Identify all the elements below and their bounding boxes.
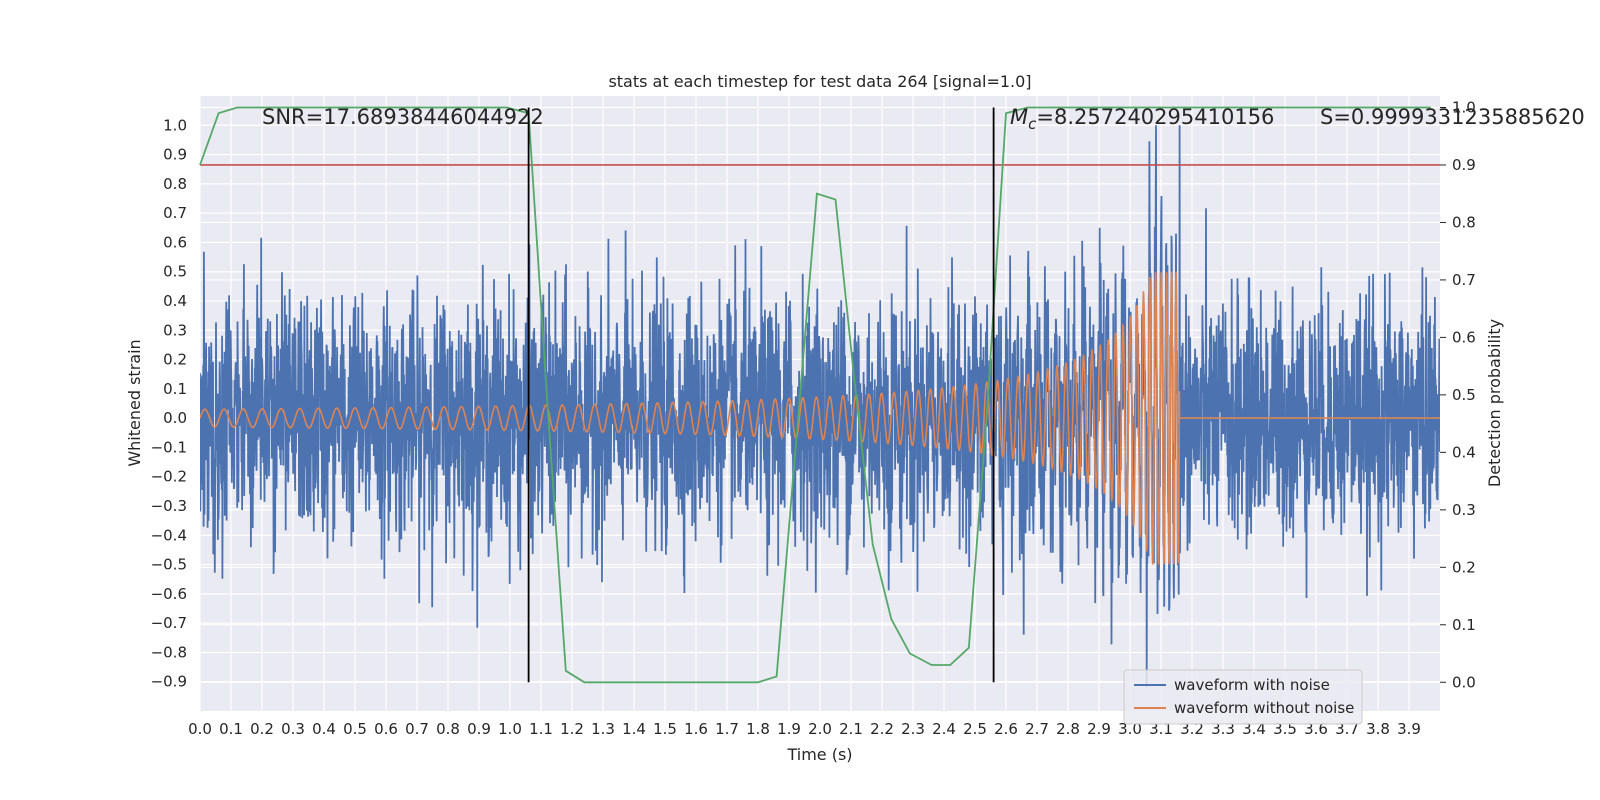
x-tick-label: 0.0	[188, 720, 212, 738]
y2-axis-label: Detection probability	[1485, 319, 1504, 487]
y-tick-label: 0.3	[163, 321, 187, 339]
y-tick-label: 1.0	[163, 116, 187, 134]
x-tick-label: 2.2	[870, 720, 894, 738]
y-tick-label: 0.7	[163, 204, 187, 222]
y-tick-label: −0.3	[151, 497, 187, 515]
x-tick-label: 1.4	[622, 720, 646, 738]
y2-tick-label: 0.5	[1452, 386, 1476, 404]
y-tick-label: −0.5	[151, 556, 187, 574]
y2-tick-label: 0.7	[1452, 271, 1476, 289]
chart-title: stats at each timestep for test data 264…	[608, 72, 1031, 91]
x-tick-label: 2.7	[1025, 720, 1049, 738]
y2-tick-label: 0.8	[1452, 213, 1476, 231]
y-axis-ticks: 1.0 0.9 0.8 0.7 0.6 0.5 0.4 0.3 0.2 0.1 0.0 −0.1 −0.…	[151, 116, 187, 690]
y-tick-label: −0.1	[151, 438, 187, 456]
y2-tick-label: 0.4	[1452, 443, 1476, 461]
x-tick-label: 1.5	[653, 720, 677, 738]
y2-tick-label: 1.0	[1452, 98, 1476, 116]
y-axis-label: Whitened strain	[125, 339, 144, 466]
x-tick-label: 0.6	[374, 720, 398, 738]
y-tick-label: 0.2	[163, 351, 187, 369]
x-tick-label: 0.4	[312, 720, 336, 738]
chirp-mass-subscript: c	[1028, 115, 1037, 133]
chirp-mass-annotation: Mc=8.257240295410156	[1010, 105, 1274, 133]
y-tick-label: −0.7	[151, 614, 187, 632]
y-tick-label: −0.9	[151, 673, 187, 691]
y-tick-label: 0.5	[163, 263, 187, 281]
clean-waveform-line	[200, 271, 1440, 565]
y2-axis-ticks: 1.0 0.9 0.8 0.7 0.6 0.5 0.4 0.3 0.2 0.1 0.0	[1440, 98, 1476, 691]
x-tick-label: 1.8	[746, 720, 770, 738]
x-tick-label: 2.8	[1056, 720, 1080, 738]
x-tick-label: 1.7	[715, 720, 739, 738]
x-tick-label: 1.9	[777, 720, 801, 738]
legend-label-clean: waveform without noise	[1174, 699, 1354, 717]
x-tick-label: 3.9	[1397, 720, 1421, 738]
y-tick-label: 0.9	[163, 146, 187, 164]
x-tick-label: 1.0	[498, 720, 522, 738]
y2-tick-label: 0.0	[1452, 673, 1476, 691]
vertical-markers	[527, 107, 995, 683]
x-tick-label: 2.6	[994, 720, 1018, 738]
y-tick-label: −0.6	[151, 585, 187, 603]
y-tick-label: 0.8	[163, 175, 187, 193]
legend-label-noisy: waveform with noise	[1174, 676, 1330, 694]
x-tick-label: 3.8	[1366, 720, 1390, 738]
x-tick-label: 2.9	[1087, 720, 1111, 738]
x-tick-label: 2.3	[901, 720, 925, 738]
noisy-waveform-line	[200, 125, 1440, 688]
y2-tick-label: 0.2	[1452, 558, 1476, 576]
x-axis-label: Time (s)	[786, 745, 852, 764]
y-tick-label: 0.4	[163, 292, 187, 310]
detection-probability-line	[199, 106, 1431, 684]
y-tick-label: −0.2	[151, 468, 187, 486]
snr-annotation: SNR=17.68938446044922	[262, 105, 544, 129]
x-tick-label: 1.3	[591, 720, 615, 738]
chirp-mass-value: =8.257240295410156	[1036, 105, 1274, 129]
legend-box	[1123, 669, 1363, 725]
y2-tick-label: 0.3	[1452, 501, 1476, 519]
x-tick-label: 0.1	[219, 720, 243, 738]
legend: waveform with noise waveform without noi…	[1123, 669, 1363, 725]
x-tick-label: 1.1	[529, 720, 553, 738]
x-tick-label: 0.5	[343, 720, 367, 738]
y2-tick-label: 0.9	[1452, 156, 1476, 174]
x-tick-label: 0.7	[405, 720, 429, 738]
x-tick-label: 2.1	[839, 720, 863, 738]
x-tick-label: 0.9	[467, 720, 491, 738]
x-tick-label: 2.5	[963, 720, 987, 738]
y2-tick-label: 0.1	[1452, 616, 1476, 634]
y-tick-label: 0.1	[163, 380, 187, 398]
s-annotation: S=0.9999331235885620	[1320, 105, 1585, 129]
y-tick-label: 0.6	[163, 233, 187, 251]
y-tick-label: −0.4	[151, 526, 187, 544]
x-tick-label: 1.6	[684, 720, 708, 738]
x-tick-label: 0.8	[436, 720, 460, 738]
x-tick-label: 0.3	[281, 720, 305, 738]
chirp-mass-symbol: M	[1010, 105, 1028, 129]
x-tick-label: 2.4	[932, 720, 956, 738]
y-tick-label: 0.0	[163, 409, 187, 427]
y-tick-label: −0.8	[151, 643, 187, 661]
x-tick-label: 1.2	[560, 720, 584, 738]
x-tick-label: 0.2	[250, 720, 274, 738]
y2-tick-label: 0.6	[1452, 328, 1476, 346]
x-tick-label: 2.0	[808, 720, 832, 738]
